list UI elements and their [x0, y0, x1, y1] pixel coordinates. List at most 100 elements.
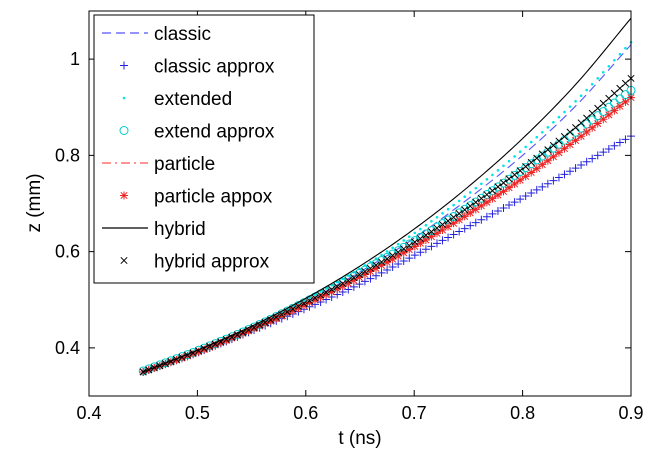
y-axis-label: z (mm): [24, 173, 45, 232]
marker: [267, 316, 275, 324]
marker: [610, 141, 619, 150]
marker: [394, 260, 403, 269]
marker: [239, 328, 247, 336]
marker: [505, 175, 513, 183]
marker: [360, 277, 369, 286]
marker: [538, 160, 547, 169]
marker: [588, 123, 597, 132]
marker: [601, 71, 605, 74]
marker: [413, 231, 417, 235]
marker: [195, 347, 203, 355]
marker: [604, 110, 613, 119]
marker: [380, 253, 383, 257]
marker: [316, 293, 325, 302]
legend-label: hybrid approx: [154, 252, 270, 273]
marker: [211, 341, 220, 350]
marker: [161, 360, 169, 368]
marker: [399, 248, 408, 257]
marker: [424, 223, 428, 227]
x-axis-label: t (ns): [338, 428, 381, 449]
marker: [505, 201, 514, 210]
marker: [599, 148, 608, 157]
marker: [333, 284, 342, 293]
legend-item: extended: [122, 89, 232, 110]
marker: [411, 238, 419, 246]
legend-item: extend approx: [119, 122, 275, 143]
marker: [535, 135, 539, 139]
marker: [205, 343, 214, 352]
marker: [300, 300, 308, 308]
marker: [261, 318, 269, 326]
legend-label: extended: [154, 89, 232, 110]
marker: [566, 167, 575, 176]
marker: [516, 176, 525, 185]
marker: [430, 219, 433, 223]
marker: [543, 179, 552, 188]
marker: [538, 150, 546, 158]
marker: [460, 224, 469, 233]
marker: [360, 270, 369, 279]
marker: [577, 132, 586, 141]
marker: [122, 96, 126, 100]
marker: [563, 110, 566, 114]
marker: [511, 171, 519, 179]
marker: [549, 141, 557, 149]
marker: [455, 215, 464, 224]
x-tick-label: 0.9: [618, 403, 643, 423]
marker: [472, 198, 480, 206]
marker: [471, 218, 480, 227]
marker: [466, 202, 474, 210]
series-hybrid: [142, 17, 632, 373]
marker: [172, 355, 181, 363]
marker: [294, 304, 303, 313]
marker: [372, 271, 381, 280]
marker: [405, 241, 413, 250]
marker: [339, 280, 347, 288]
x-tick-label: 0.7: [402, 403, 427, 423]
y-tick-label: 1: [70, 49, 80, 69]
marker: [383, 255, 391, 263]
legend-item: hybrid approx: [120, 252, 270, 273]
marker: [449, 230, 458, 239]
marker: [582, 157, 591, 166]
marker: [488, 209, 497, 218]
marker: [615, 102, 624, 111]
marker: [261, 319, 270, 328]
marker: [507, 159, 511, 163]
marker: [588, 154, 597, 163]
series-line: [142, 17, 632, 373]
marker: [585, 88, 588, 92]
marker: [344, 277, 352, 285]
marker: [383, 265, 392, 274]
legend-item: classic approx: [120, 57, 275, 78]
marker: [419, 227, 422, 231]
marker: [272, 314, 281, 323]
marker: [244, 326, 253, 334]
marker: [422, 231, 430, 239]
marker: [468, 191, 472, 194]
marker: [502, 164, 505, 168]
marker: [283, 309, 292, 318]
marker: [549, 176, 558, 185]
marker: [391, 246, 394, 250]
marker: [120, 256, 128, 265]
marker: [493, 191, 502, 200]
legend-label: hybrid: [154, 219, 206, 240]
marker: [543, 156, 552, 165]
marker: [355, 273, 364, 282]
marker: [189, 349, 197, 357]
marker: [178, 354, 187, 363]
marker: [466, 208, 475, 217]
marker: [449, 219, 458, 228]
marker: [446, 207, 450, 211]
marker: [256, 321, 264, 329]
marker: [544, 146, 552, 154]
marker: [524, 145, 527, 149]
marker: [200, 345, 209, 354]
marker: [568, 105, 572, 108]
marker: [499, 187, 508, 196]
marker: [167, 357, 175, 366]
marker: [499, 179, 508, 187]
marker: [555, 137, 563, 145]
